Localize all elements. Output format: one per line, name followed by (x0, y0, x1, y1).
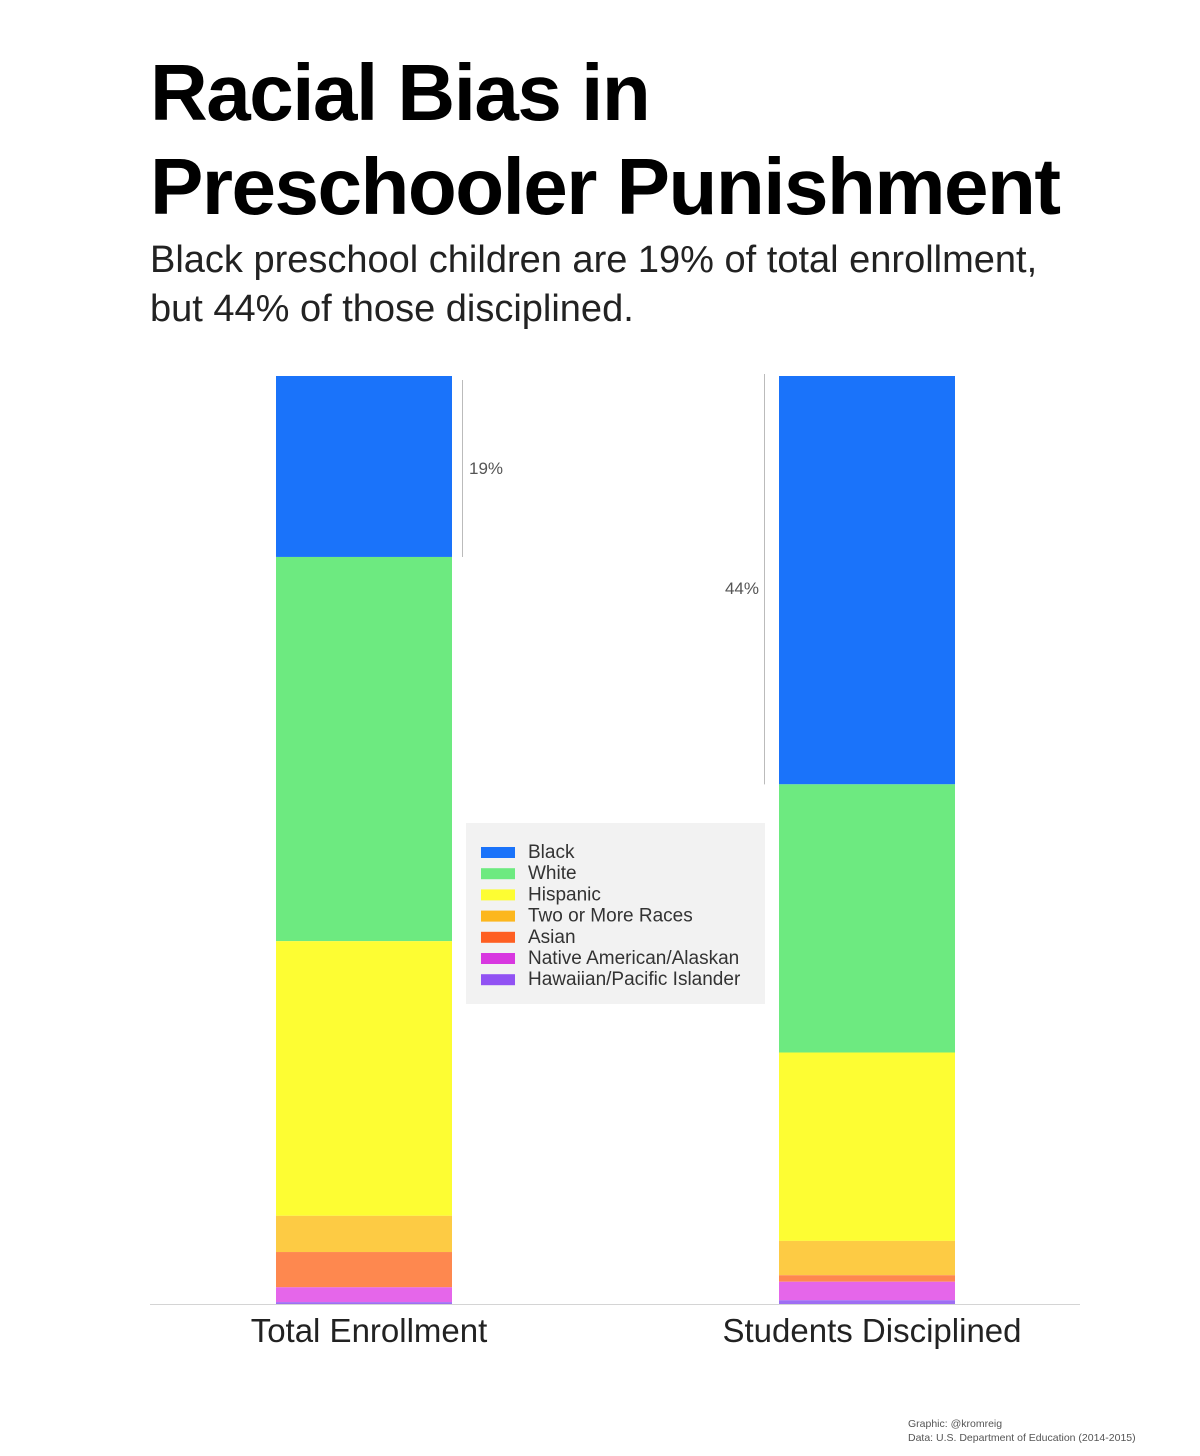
legend-swatch-native-american-alaskan (481, 953, 515, 964)
bar-students-disciplined-asian (779, 1275, 955, 1282)
bar-students-disciplined-hispanic (779, 1052, 955, 1241)
credit-data: Data: U.S. Department of Education (2014… (908, 1432, 1136, 1444)
legend-swatch-black (481, 847, 515, 858)
credit-graphic: Graphic: @kromreig (908, 1418, 1003, 1430)
bar-total-enrollment-two-or-more-races (276, 1215, 452, 1253)
legend-swatch-hispanic (481, 889, 515, 901)
legend-label-white: White (528, 863, 577, 884)
bar-students-disciplined-black (779, 376, 955, 785)
bar-total-enrollment-white (276, 556, 452, 942)
x-tick-label-students-disciplined: Students Disciplined (723, 1312, 1022, 1349)
subtitle-line-1: Black preschool children are 19% of tota… (150, 239, 1038, 281)
legend-label-black: Black (528, 842, 575, 863)
legend-label-native-american-alaskan: Native American/Alaskan (528, 948, 739, 969)
bar-students-disciplined-white (779, 784, 955, 1053)
bar-students-disciplined-two-or-more-races (779, 1240, 955, 1276)
legend-swatch-two-or-more-races (481, 910, 515, 922)
annotation-19-percent: 19% (469, 459, 503, 478)
chart-title: Racial Bias in Preschooler Punishment (150, 46, 1061, 234)
legend-swatch-asian (481, 931, 515, 943)
title-line-2: Preschooler Punishment (150, 142, 1061, 231)
bar-students-disciplined-hawaiian-pacific-islander (779, 1300, 955, 1304)
chart-subtitle: Black preschool children are 19% of tota… (150, 236, 1037, 334)
bar-total-enrollment-hawaiian-pacific-islander (276, 1302, 452, 1304)
legend-swatch-white (481, 868, 515, 880)
bar-total-enrollment-hispanic (276, 941, 452, 1216)
x-tick-label-total-enrollment: Total Enrollment (251, 1312, 488, 1349)
bar-total-enrollment-black (276, 376, 452, 557)
legend-label-hispanic: Hispanic (528, 884, 601, 905)
legend-swatch-hawaiian-pacific-islander (481, 974, 515, 986)
legend-box (466, 823, 765, 1004)
title-line-1: Racial Bias in (150, 48, 651, 137)
bar-total-enrollment-asian (276, 1252, 452, 1288)
legend-label-hawaiian-pacific-islander: Hawaiian/Pacific Islander (528, 969, 741, 990)
bar-students-disciplined-native-american-alaskan (779, 1281, 955, 1301)
bar-total-enrollment-native-american-alaskan (276, 1287, 452, 1303)
subtitle-line-2: but 44% of those disciplined. (150, 288, 634, 330)
annotation-44-percent: 44% (725, 579, 759, 598)
legend-label-two-or-more-races: Two or More Races (528, 906, 693, 927)
legend-label-asian: Asian (528, 927, 576, 948)
